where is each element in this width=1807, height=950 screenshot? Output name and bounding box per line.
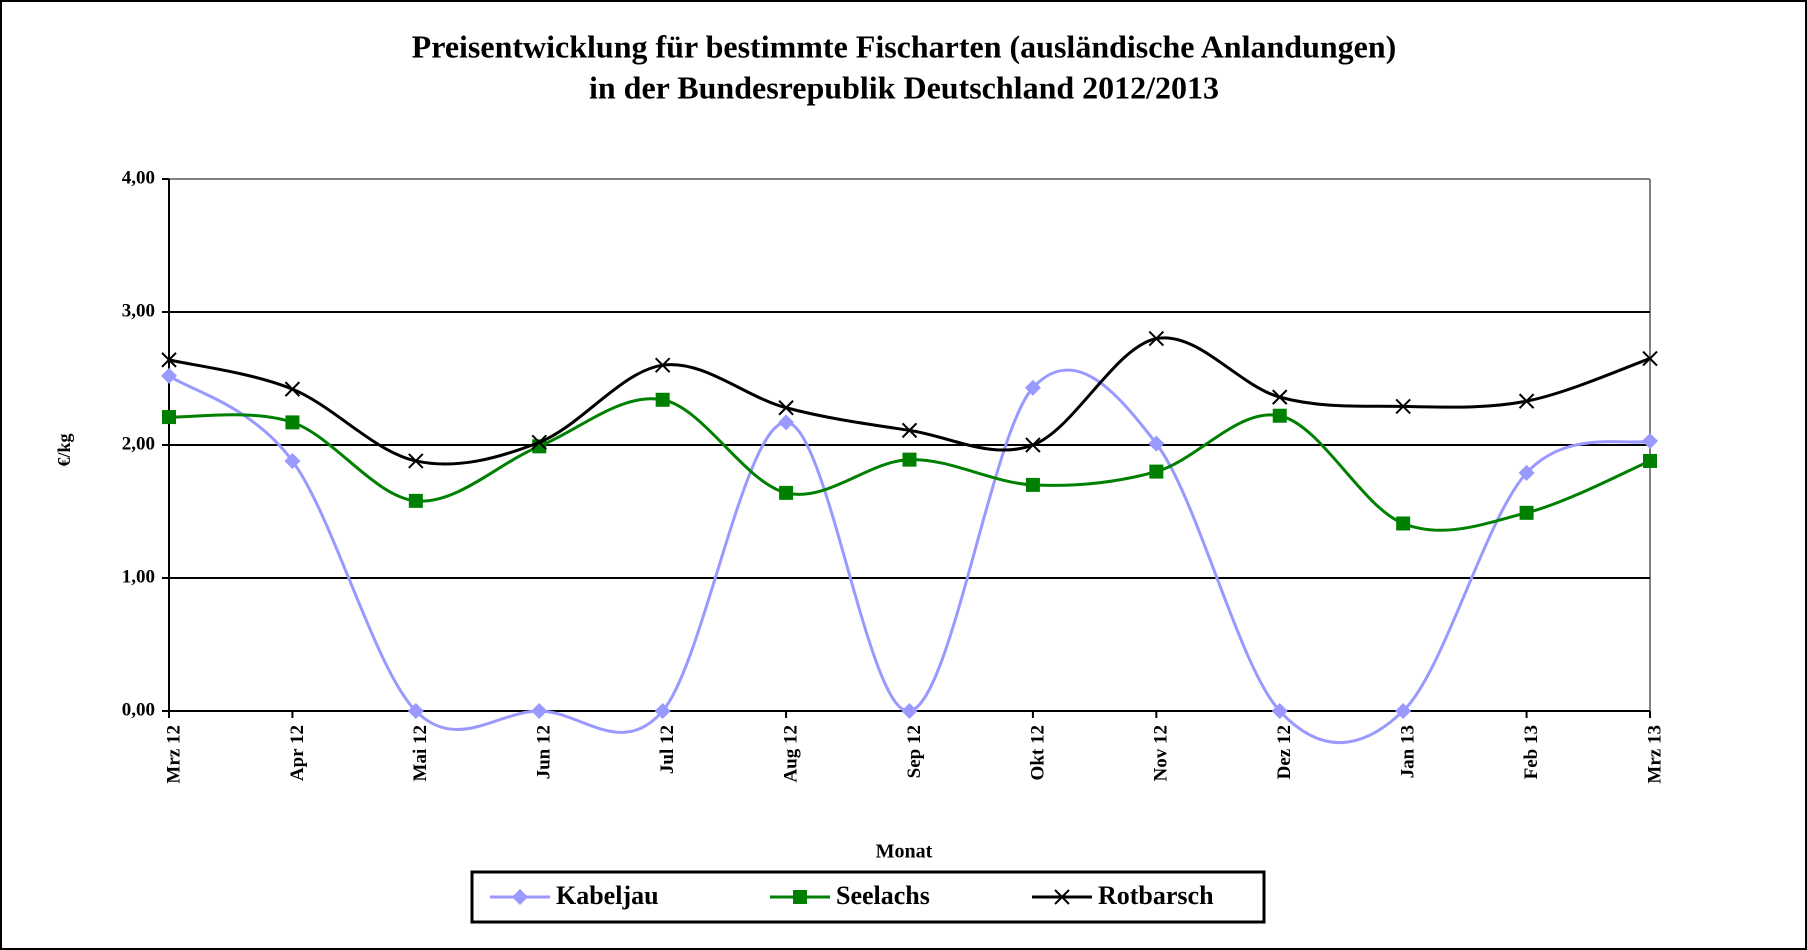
data-point [408, 493, 423, 508]
data-point [1272, 408, 1287, 423]
legend-marker [512, 889, 528, 905]
data-point [408, 453, 424, 469]
data-point [407, 703, 424, 719]
x-tick-label: Apr 12 [287, 725, 308, 781]
y-tick-label: 0,00 [122, 699, 155, 720]
data-point [1642, 433, 1658, 450]
data-point [1642, 350, 1658, 367]
data-point [1396, 516, 1411, 531]
x-tick-label: Aug 12 [780, 725, 801, 783]
x-tick-label: Mai 12 [410, 725, 431, 781]
x-tick-label: Dez 12 [1274, 725, 1295, 779]
data-point [162, 410, 176, 425]
x-tick-label: Jun 12 [534, 725, 555, 779]
y-tick-label: 3,00 [122, 300, 155, 321]
data-point [778, 400, 794, 416]
chart-subtitle: in der Bundesrepublik Deutschland 2012/2… [589, 69, 1219, 105]
data-point [531, 703, 548, 719]
chart-title: Preisentwicklung für bestimmte Fischarte… [412, 28, 1397, 64]
x-tick-label: Nov 12 [1151, 725, 1172, 781]
data-point [1395, 398, 1411, 415]
y-axis-label: €/kg [54, 433, 74, 466]
data-point [1148, 435, 1165, 452]
x-tick-label: Feb 13 [1521, 725, 1542, 779]
data-point [1271, 703, 1288, 719]
data-point [779, 485, 794, 500]
data-point [161, 352, 177, 368]
data-point [1518, 464, 1535, 481]
x-tick-label: Jul 12 [657, 725, 678, 774]
legend-marker [1054, 889, 1070, 905]
legend-label: Kabeljau [556, 881, 659, 910]
data-point [654, 703, 671, 719]
data-point [902, 452, 917, 467]
data-point [1519, 505, 1534, 520]
data-point [285, 415, 300, 430]
legend [470, 870, 1266, 924]
data-point [655, 392, 670, 407]
x-tick-label: Sep 12 [904, 725, 925, 778]
y-tick-label: 1,00 [122, 566, 155, 587]
data-point [901, 703, 918, 719]
legend-marker [793, 890, 807, 904]
data-point [1518, 393, 1535, 409]
y-tick-label: 2,00 [122, 433, 155, 454]
x-axis-label: Monat [876, 841, 933, 863]
data-point [531, 434, 547, 451]
data-point [1643, 453, 1657, 468]
x-tick-label: Jan 13 [1398, 725, 1419, 778]
data-point [1024, 379, 1041, 396]
x-tick-label: Mrz 12 [163, 725, 184, 784]
data-point [1025, 477, 1040, 492]
data-point [1148, 330, 1165, 347]
data-point [778, 414, 795, 431]
data-point [901, 422, 918, 439]
data-point [1272, 389, 1288, 405]
data-point [654, 357, 671, 373]
data-point [284, 381, 301, 397]
legend-label: Rotbarsch [1098, 881, 1214, 910]
data-point [1149, 464, 1164, 479]
x-tick-label: Mrz 13 [1644, 725, 1665, 784]
data-point [284, 452, 301, 469]
data-point [1395, 703, 1412, 719]
data-point [1025, 437, 1041, 453]
legend-label: Seelachs [836, 881, 930, 910]
data-point [161, 367, 177, 384]
y-tick-label: 4,00 [122, 167, 155, 188]
x-tick-label: Okt 12 [1027, 725, 1048, 780]
